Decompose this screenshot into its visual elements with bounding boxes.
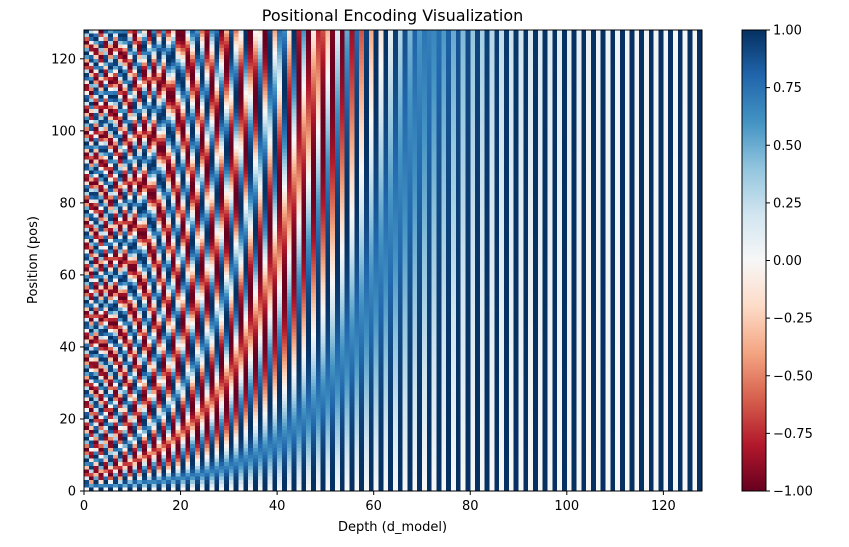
colorbar-tick-label: −0.50 [773, 369, 813, 384]
colorbar-tick-label: 0.50 [773, 139, 802, 154]
y-tick-label: 60 [59, 268, 76, 283]
colorbar-tick-label: 0.25 [773, 196, 802, 211]
y-axis-label: Position (pos) [26, 216, 41, 304]
y-tick-label: 120 [51, 52, 76, 67]
x-tick-label: 20 [172, 499, 189, 514]
chart-title: Positional Encoding Visualization [262, 6, 524, 25]
colorbar-tick-label: −1.00 [773, 485, 813, 500]
colorbar-tick-label: 0.00 [773, 254, 802, 269]
plot-frame [83, 29, 703, 492]
colorbar-tick-label: −0.75 [773, 427, 813, 442]
heatmap-plot-area [84, 30, 702, 491]
y-tick-label: 80 [59, 196, 76, 211]
heatmap-cells [84, 30, 702, 491]
x-tick-label: 80 [462, 499, 479, 514]
y-tick-label: 20 [59, 412, 76, 427]
x-axis-label: Depth (d_model) [338, 520, 447, 535]
x-tick-label: 40 [269, 499, 286, 514]
y-tick-label: 0 [68, 485, 76, 500]
y-axis: 0 20 40 60 80 100 120 [51, 52, 84, 500]
colorbar-tick-label: 0.75 [773, 81, 802, 96]
colorbar-tick-label: −0.25 [773, 312, 813, 327]
x-tick-label: 0 [80, 499, 88, 514]
colorbar-ticks: 1.00 0.75 0.50 0.25 0.00 −0.25 −0.50 −0.75 −1.00 [766, 24, 813, 500]
colorbar: 1.00 0.75 0.50 0.25 0.00 −0.25 −0.50 −0.75 −1.00 [741, 24, 813, 500]
y-tick-label: 40 [59, 340, 76, 355]
colorbar-gradient [742, 30, 766, 491]
x-axis: 0 20 40 60 80 100 120 [80, 491, 676, 514]
x-tick-label: 60 [365, 499, 382, 514]
colorbar-tick-label: 1.00 [773, 24, 802, 39]
y-tick-label: 100 [51, 124, 76, 139]
x-tick-label: 120 [651, 499, 676, 514]
x-tick-label: 100 [554, 499, 579, 514]
